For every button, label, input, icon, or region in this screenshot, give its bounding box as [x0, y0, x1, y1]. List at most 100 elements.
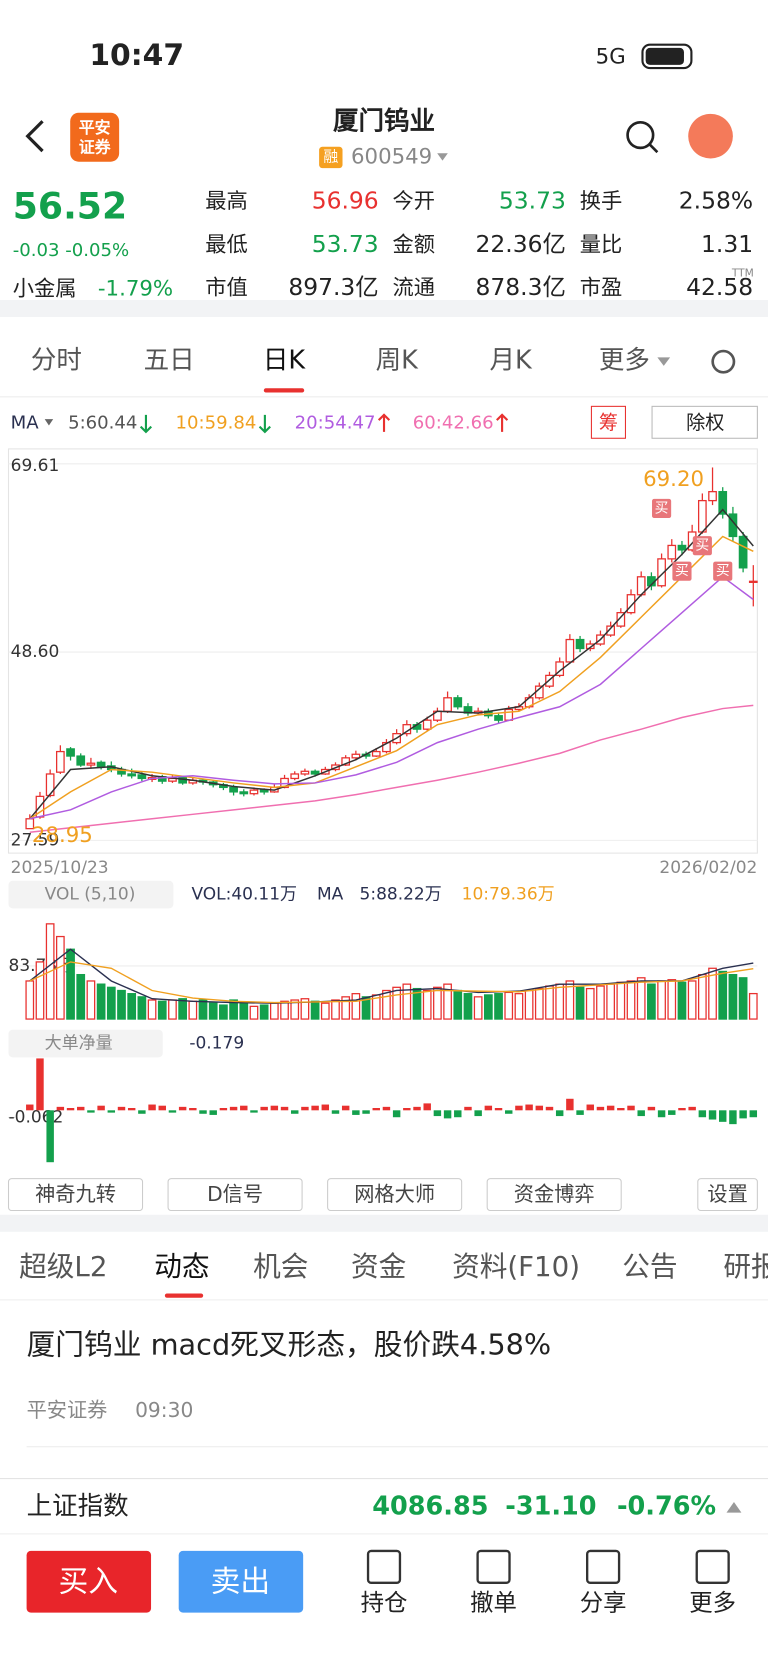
- index-name[interactable]: 上证指数: [27, 1491, 129, 1521]
- volume-bar: [35, 961, 45, 1020]
- y-tick-label: -0.062: [9, 1107, 64, 1127]
- field-value: 22.36亿: [476, 230, 566, 258]
- tab[interactable]: 月K: [489, 346, 533, 376]
- volume-bar: [168, 999, 177, 1020]
- sector-change: -1.79%: [98, 276, 173, 301]
- nav-icon[interactable]: [585, 1549, 621, 1584]
- ma-label: MA: [11, 412, 40, 433]
- tool-button[interactable]: [167, 1178, 303, 1212]
- sell-button[interactable]: [178, 1550, 304, 1613]
- tab[interactable]: 日K: [263, 346, 307, 376]
- ttm: TTM: [731, 266, 754, 279]
- nav-label: 分享: [580, 1589, 627, 1617]
- tab[interactable]: 更多: [599, 346, 650, 376]
- chip-button[interactable]: [590, 405, 626, 439]
- news-tab[interactable]: 动态: [154, 1250, 209, 1283]
- buy-text: 买入: [59, 1564, 119, 1599]
- news-title[interactable]: 厦门钨业 macd死叉形态，股价跌4.58%: [27, 1328, 552, 1362]
- dropdown[interactable]: [44, 419, 54, 426]
- volume-bar: [473, 996, 483, 1020]
- dropdown[interactable]: [437, 153, 448, 161]
- tool-label: 网格大师: [354, 1182, 435, 1206]
- candle-body: [606, 625, 615, 636]
- net-flow-bar: [189, 1108, 197, 1111]
- net-flow-bar: [219, 1108, 228, 1111]
- net-flow-bar: [138, 1110, 146, 1114]
- news-time: 09:30: [135, 1398, 193, 1422]
- news-tab[interactable]: 资金: [351, 1250, 406, 1283]
- volume-bar: [300, 998, 310, 1020]
- tab[interactable]: 分时: [31, 346, 82, 376]
- tab[interactable]: 五日: [144, 346, 195, 376]
- stock-title: 厦门钨业: [333, 106, 435, 136]
- net-flow-bar: [729, 1110, 737, 1125]
- nav-icon[interactable]: [695, 1549, 730, 1584]
- field-label: 最高: [205, 189, 248, 214]
- net-flow-bar: [657, 1110, 666, 1118]
- net-flow-bar: [392, 1110, 401, 1118]
- buy-button[interactable]: [26, 1550, 152, 1613]
- candle-body: [718, 491, 728, 515]
- settings-button[interactable]: [711, 349, 736, 374]
- volume-bar: [188, 1000, 198, 1020]
- tab[interactable]: 周K: [376, 346, 420, 376]
- tool-button[interactable]: [486, 1178, 622, 1212]
- search-handle: [648, 143, 659, 154]
- candle-body: [229, 786, 238, 793]
- volume-bar: [382, 989, 391, 1020]
- volume-bar: [575, 986, 585, 1020]
- tool-button[interactable]: [697, 1178, 758, 1212]
- index-value: 4086.85: [372, 1491, 488, 1521]
- volume-bar: [514, 993, 524, 1020]
- assistant-avatar[interactable]: [688, 113, 733, 159]
- y-tick-label: 27.59: [11, 830, 60, 850]
- news-tab[interactable]: 资料(F10): [452, 1250, 580, 1283]
- field-label: 市盈: [580, 275, 623, 300]
- net-flow-bar: [199, 1110, 207, 1114]
- tool-button[interactable]: [327, 1178, 463, 1212]
- candle-body: [657, 558, 666, 587]
- net-flow-bar: [698, 1110, 707, 1118]
- tool-button[interactable]: [7, 1178, 144, 1212]
- back-button[interactable]: [25, 120, 44, 153]
- expand[interactable]: [726, 1501, 742, 1513]
- net-flow-bar: [127, 1108, 136, 1111]
- volume-bar: [280, 1000, 289, 1020]
- net-flow-bar: [525, 1104, 533, 1111]
- chart-frame: [7, 448, 758, 854]
- ma-line: [29, 704, 754, 833]
- search-button[interactable]: [626, 121, 655, 150]
- news-tab[interactable]: 超级L2: [19, 1250, 107, 1283]
- volume-bar: [86, 980, 96, 1020]
- volume-bar: [25, 980, 35, 1020]
- nav-icon[interactable]: [476, 1549, 511, 1584]
- net-flow-bar: [637, 1110, 645, 1117]
- news-tab[interactable]: 研报: [723, 1250, 768, 1283]
- dropdown[interactable]: [657, 357, 671, 366]
- volume-bar: [677, 981, 687, 1020]
- field-label: 量比: [580, 233, 623, 258]
- volume-ma-line: [29, 961, 754, 1004]
- ma-line: [29, 535, 754, 820]
- field-value: 53.73: [312, 230, 379, 258]
- nav-icon[interactable]: [366, 1549, 402, 1584]
- badge-text: 融: [323, 147, 338, 165]
- volume-bar: [157, 1000, 167, 1020]
- field-label: 换手: [580, 189, 623, 214]
- indicator-chip[interactable]: [8, 880, 174, 909]
- candle-body: [575, 638, 585, 650]
- news-tab[interactable]: 公告: [622, 1250, 677, 1283]
- news-tab[interactable]: 机会: [253, 1250, 308, 1283]
- adjust-button[interactable]: [651, 405, 758, 439]
- tab-indicator: [164, 1293, 204, 1298]
- net-flow-bar: [352, 1110, 360, 1115]
- indicator-chip[interactable]: [8, 1029, 163, 1058]
- candle-body: [667, 544, 677, 560]
- net-flow-bar: [678, 1108, 686, 1111]
- volume-bar: [239, 1002, 249, 1020]
- candle-body: [259, 789, 269, 793]
- tool-label: 设置: [707, 1182, 747, 1206]
- volume-bar: [259, 1004, 269, 1020]
- nav-label: 撤单: [470, 1589, 517, 1617]
